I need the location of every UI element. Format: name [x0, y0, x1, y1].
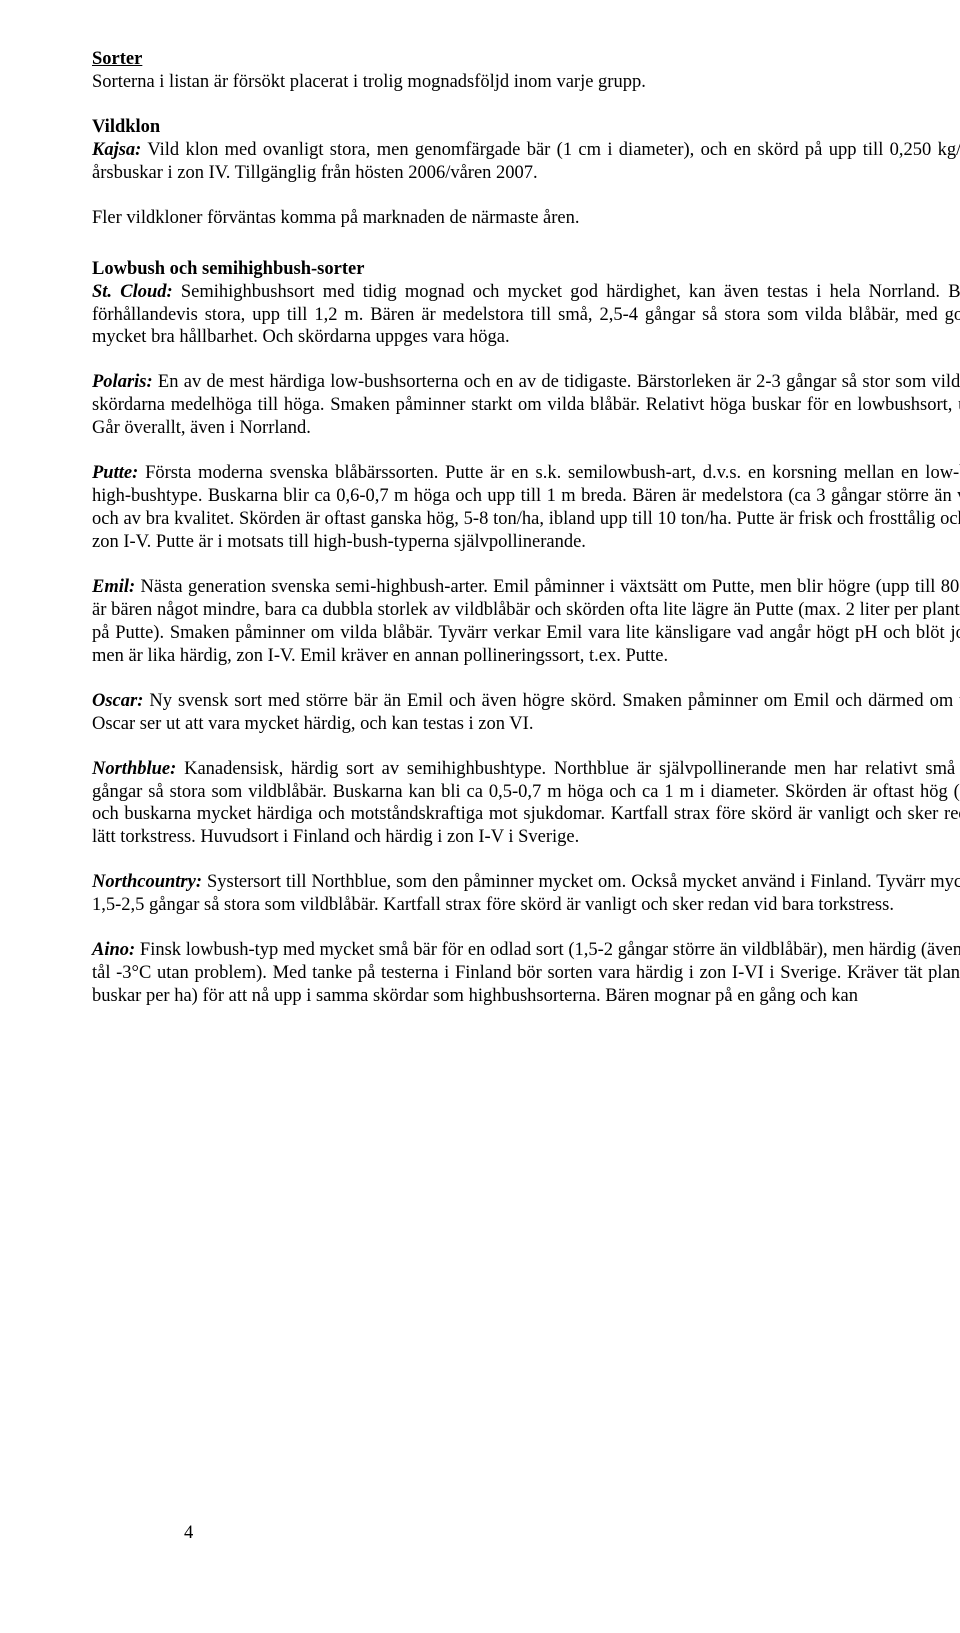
emil-text: Nästa generation svenska semi-highbush-a…: [92, 577, 960, 666]
polaris-label: Polaris:: [92, 372, 153, 392]
intro-text: Sorterna i listan är försökt placerat i …: [92, 72, 646, 92]
northcountry-text: Systersort till Northblue, som den påmin…: [92, 872, 960, 915]
stcloud-label: St. Cloud:: [92, 282, 173, 302]
polaris-text: En av de mest härdiga low-bushsorterna o…: [92, 372, 960, 438]
lowbush-heading: Lowbush och semihighbush-sorter: [92, 259, 364, 279]
northblue-label: Northblue:: [92, 759, 176, 779]
northcountry-label: Northcountry:: [92, 872, 202, 892]
aino-label: Aino:: [92, 940, 135, 960]
stcloud-text: Semihighbushsort med tidig mognad och my…: [92, 282, 960, 348]
kajsa-label: Kajsa:: [92, 140, 141, 160]
emil-label: Emil:: [92, 577, 135, 597]
fler-vildkloner-text: Fler vildkloner förväntas komma på markn…: [92, 208, 580, 228]
putte-text: Första moderna svenska blåbärssorten. Pu…: [92, 463, 960, 552]
oscar-label: Oscar:: [92, 691, 143, 711]
oscar-text: Ny svensk sort med större bär än Emil oc…: [92, 691, 960, 734]
vildklon-heading: Vildklon: [92, 117, 160, 137]
aino-text: Finsk lowbush-typ med mycket små bär för…: [92, 940, 960, 1006]
page-number: 4: [184, 1522, 193, 1545]
northblue-text: Kanadensisk, härdig sort av semihighbush…: [92, 759, 960, 848]
section-title: Sorter: [92, 49, 142, 69]
kajsa-text: Vild klon med ovanligt stora, men genomf…: [92, 140, 960, 183]
putte-label: Putte:: [92, 463, 138, 483]
